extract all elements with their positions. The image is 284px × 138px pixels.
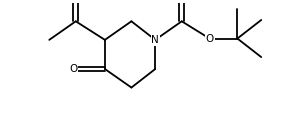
Text: N: N bbox=[151, 35, 159, 45]
Text: O: O bbox=[69, 64, 77, 74]
Text: O: O bbox=[205, 34, 214, 43]
